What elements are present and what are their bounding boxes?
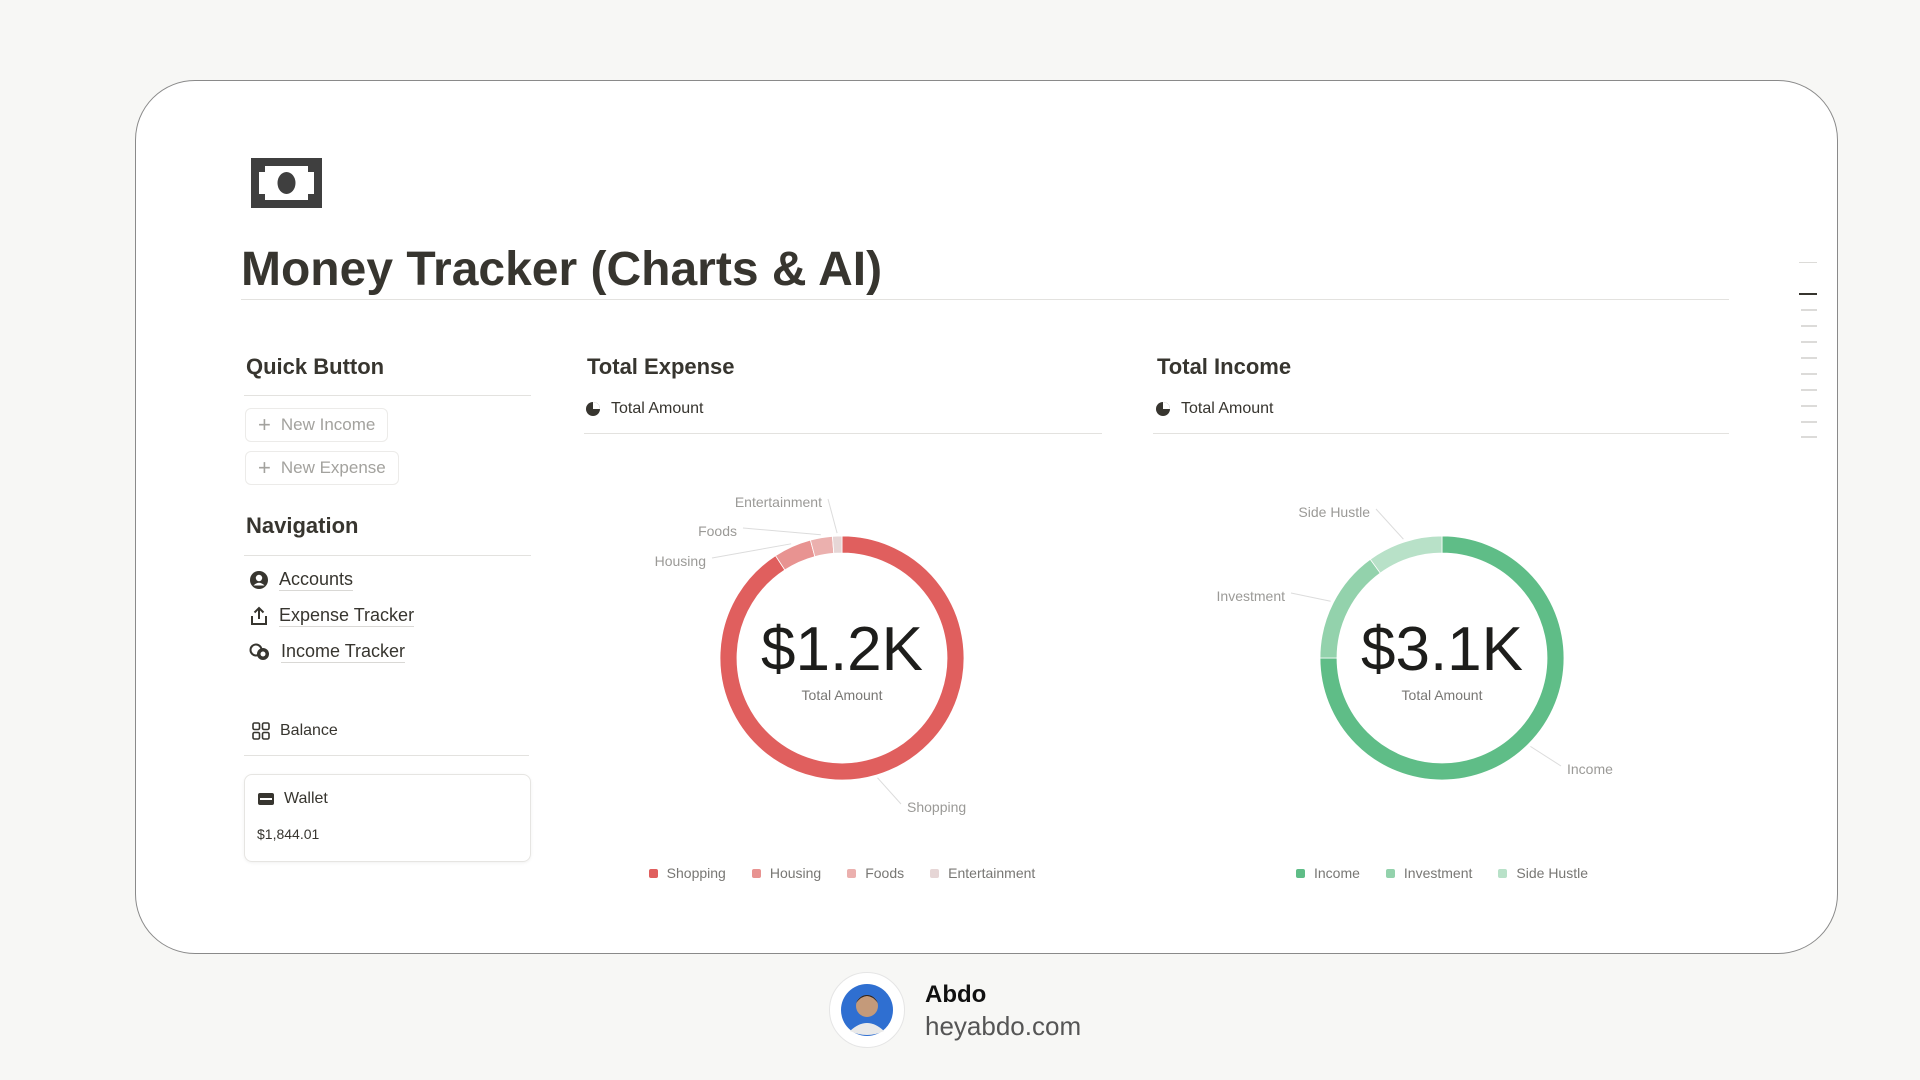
donut-slice [719,535,965,781]
nav-label: Income Tracker [281,641,406,663]
center-value: $3.1K [1361,615,1523,684]
button-label: New Expense [280,458,386,477]
chart-title: Total Income [1157,354,1292,379]
legend-label: Housing [769,865,822,881]
author-site[interactable]: heyabdo.com [925,1011,1082,1041]
center-label: Total Amount [802,687,883,703]
title-rule [241,299,1729,300]
page-title: Money Tracker (Charts & AI) [241,243,883,296]
notion-card [135,80,1838,954]
leader-line [1530,745,1562,767]
center-label: Total Amount [1402,687,1483,703]
slice-label: Housing [655,553,706,569]
wallet-card[interactable]: Wallet $1,844.01 [244,774,531,862]
legend-item: Housing [751,865,822,881]
nav-label: Accounts [279,569,354,591]
new-income-button[interactable]: + New Income [245,408,389,442]
quick-button-heading: Quick Button [246,354,385,379]
nav-link[interactable]: Income Tracker [249,641,406,663]
leader-line [1375,508,1404,540]
view-label: Total Amount [1181,400,1274,417]
legend-item: Income [1296,865,1360,881]
slice-label: Investment [1217,588,1286,604]
slice-label: Foods [698,523,737,539]
legend: Income Investment Side Hustle [1092,865,1792,881]
donut-slice [775,539,816,571]
legend-item: Side Hustle [1498,865,1588,881]
legend-swatch [1498,868,1508,878]
section-rule [244,755,529,756]
slice-label: Entertainment [735,494,822,510]
center-value: $1.2K [761,615,923,684]
legend-label: Shopping [666,865,726,881]
balance-heading: Balance [280,722,338,739]
icon [250,571,268,589]
legend-item: Entertainment [930,865,1035,881]
balance-view[interactable]: Balance [252,722,338,740]
donut-slice [809,535,835,558]
legend-label: Side Hustle [1516,865,1588,881]
icon [252,722,270,740]
view-tab[interactable]: Total Amount [585,400,704,418]
leader-line [1290,592,1331,602]
avatar [829,972,905,1048]
icon [1156,402,1170,416]
icon [258,793,274,805]
legend-swatch [1385,868,1395,878]
legend-label: Investment [1403,865,1473,881]
legend-item: Shopping [648,865,726,881]
view-tab[interactable]: Total Amount [1155,400,1274,418]
author-name: Abdo [925,981,987,1008]
new-expense-button[interactable]: + New Expense [245,451,399,485]
icon [586,402,600,416]
legend-label: Foods [865,865,905,881]
legend-swatch [648,868,658,878]
wallet-name: Wallet [284,790,328,807]
icon [251,606,267,625]
donut-slice [831,535,843,554]
legend-swatch [1296,868,1305,878]
section-rule [244,555,531,556]
slice-label: Side Hustle [1298,504,1370,520]
leader-line [711,543,792,559]
section-rule [244,395,531,396]
view-rule [1153,433,1729,434]
legend-label: Income [1314,865,1360,881]
view-rule [584,433,1102,434]
view-label: Total Amount [611,400,704,417]
legend: Shopping Housing Foods Entertainment [492,865,1192,881]
leader-line [742,527,821,536]
button-label: New Income [280,415,376,434]
navigation-heading: Navigation [246,513,359,538]
page-icon [251,158,322,208]
nav-link[interactable]: Accounts [249,569,354,591]
legend-swatch [751,868,761,878]
wallet-row: Wallet [258,790,328,808]
slice-label: Shopping [907,799,966,815]
legend-item: Foods [847,865,904,881]
wallet-amount: $1,844.01 [257,826,320,842]
nav-label: Expense Tracker [279,605,415,627]
outline-indicator [1799,261,1819,447]
donut-slice [1319,535,1565,781]
legend-swatch [930,868,940,878]
slice-label: Income [1567,761,1613,777]
legend-label: Entertainment [948,865,1036,881]
legend-item: Investment [1385,865,1473,881]
donut-slice [1369,535,1443,574]
leader-line [827,498,838,534]
leader-line [877,777,902,805]
icon [249,643,269,660]
chart-title: Total Expense [587,354,735,379]
outline-lines [1799,261,1817,438]
avatar-image [841,984,893,1036]
legend-swatch [847,868,857,878]
nav-link[interactable]: Expense Tracker [249,605,415,627]
